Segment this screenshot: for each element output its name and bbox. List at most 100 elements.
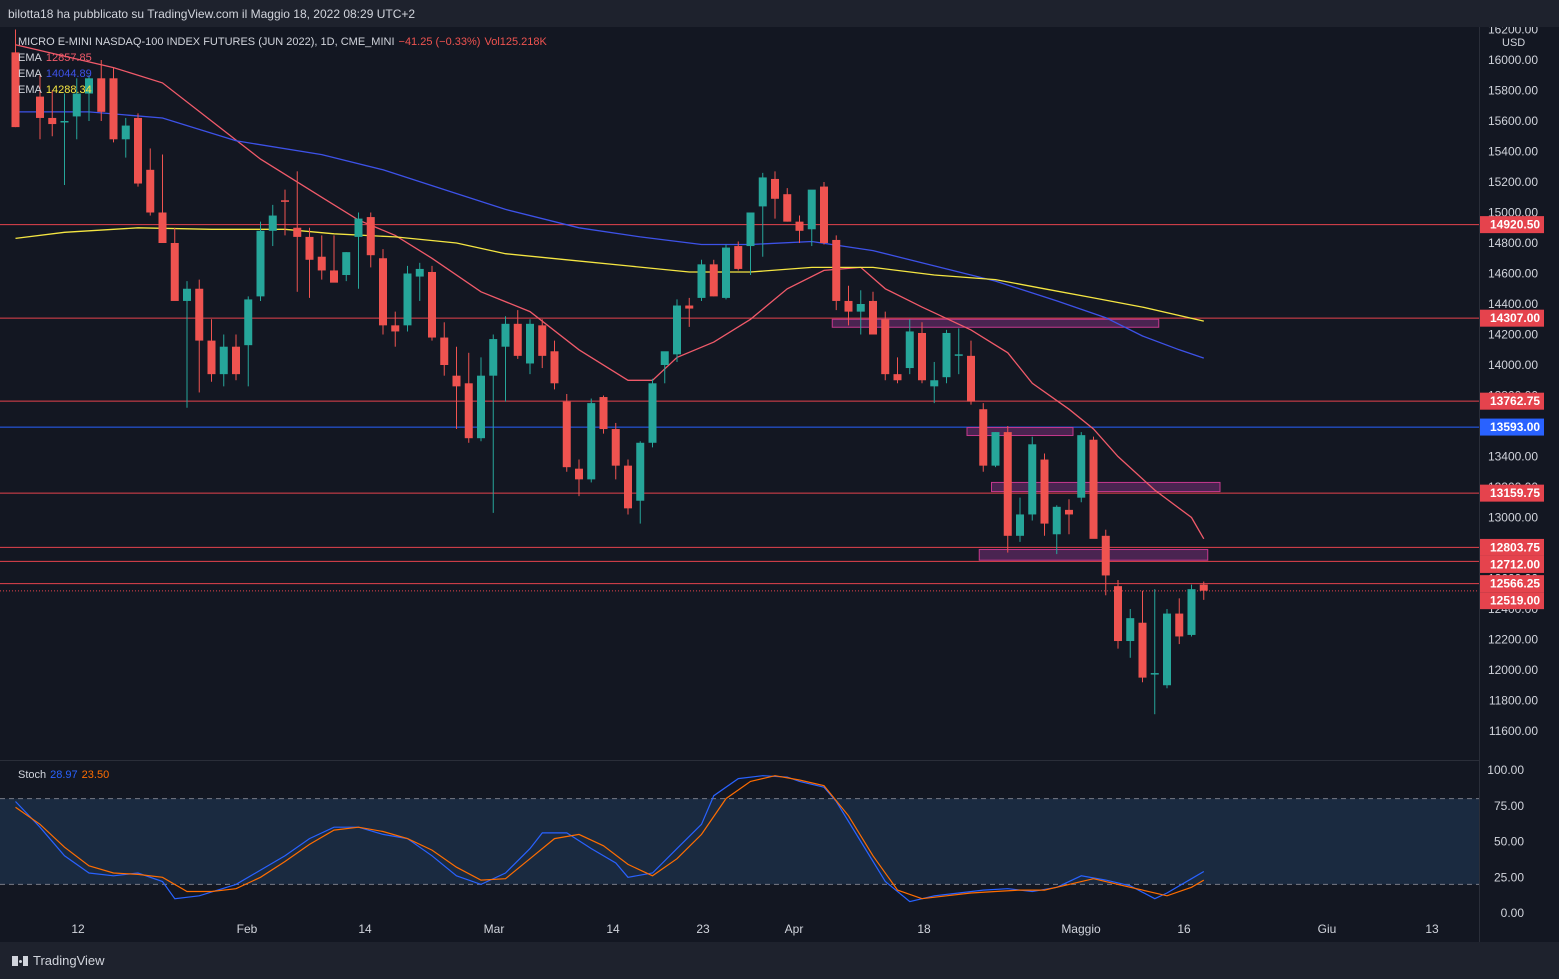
price-tick-label: 15400.00 (1488, 145, 1538, 159)
candle-body (305, 236, 314, 260)
candle-body (330, 270, 338, 283)
level-tag-text: 14307.00 (1490, 311, 1540, 325)
candle-body (893, 374, 902, 381)
candle-body (207, 340, 216, 375)
brand-label: TradingView (33, 953, 105, 968)
stoch-tick-label: 100.00 (1487, 763, 1524, 777)
candle-body (1101, 535, 1110, 576)
time-tick-label: 14 (606, 922, 620, 936)
time-tick-label: 23 (696, 922, 710, 936)
candle-body (85, 78, 93, 94)
level-tag (1480, 592, 1544, 610)
tradingview-logo-icon (12, 956, 28, 966)
volume-value: Vol125.218K (484, 36, 547, 48)
time-tick-label: 16 (1177, 922, 1191, 936)
candle-body (60, 121, 69, 123)
time-tick-label: Feb (237, 922, 258, 936)
time-tick-label: Maggio (1061, 922, 1101, 936)
candle-body (930, 380, 939, 387)
candle-body (734, 246, 743, 269)
candle-body (1089, 439, 1098, 539)
level-tag (1480, 418, 1544, 436)
supply-demand-zones (831, 318, 1221, 561)
candle-body (1016, 514, 1024, 536)
zone-rect (991, 481, 1221, 493)
level-tag (1480, 484, 1544, 502)
time-tick-label: 13 (1425, 922, 1439, 936)
price-tick-label: 14600.00 (1488, 267, 1538, 281)
candle-body (869, 300, 877, 335)
price-tick-label: 16200.00 (1488, 27, 1538, 37)
candle-body (501, 323, 510, 347)
candle-body (440, 337, 449, 365)
candle-body (464, 383, 473, 439)
ema1-label: EMA (18, 52, 42, 64)
stoch-k-value: 28.97 (50, 769, 78, 781)
candle-body (281, 200, 289, 202)
zone-rect (978, 549, 1209, 561)
time-tick-label: 14 (358, 922, 372, 936)
candle-body (1199, 584, 1208, 591)
candle-body (1126, 618, 1135, 642)
candle-body (146, 169, 155, 213)
candle-body (881, 319, 890, 375)
candle-body (722, 247, 730, 298)
candle-body (489, 339, 498, 376)
candle-body (795, 221, 804, 231)
price-tick-label: 13000.00 (1488, 511, 1538, 525)
time-tick-label: Apr (785, 922, 804, 936)
price-tick-label: 12000.00 (1488, 663, 1538, 677)
stoch-k-line (15, 775, 1205, 903)
candle-body (967, 355, 975, 402)
price-tick-label: 11800.00 (1489, 694, 1538, 708)
candle-body (709, 264, 718, 297)
price-tick-label: 13400.00 (1488, 450, 1538, 464)
stochastic-axis: 100.00 75.00 50.00 25.00 0.00 (1487, 763, 1524, 920)
candle-body (918, 332, 926, 381)
candle-body (121, 125, 130, 140)
stoch-d-value: 23.50 (81, 769, 110, 781)
price-tick-label: 15800.00 (1488, 84, 1538, 98)
price-change: −41.25 (−0.33%) (398, 36, 481, 48)
level-tag-text: 12803.75 (1490, 540, 1540, 554)
ema-line-2 (15, 111, 1205, 359)
price-tick-label: 14400.00 (1488, 297, 1538, 311)
ema-lines (15, 44, 1205, 540)
level-tag-text: 12566.25 (1490, 577, 1540, 591)
level-tag-text: 13762.75 (1490, 394, 1540, 408)
candle-body (379, 258, 387, 326)
price-tick-label: 16000.00 (1488, 53, 1538, 67)
candle-body (170, 243, 179, 301)
candles (11, 29, 1208, 715)
candle-body (905, 331, 914, 369)
candle-body (820, 186, 828, 243)
candle-body (942, 332, 951, 378)
candle-body (1077, 435, 1086, 498)
tradingview-brand[interactable]: TradingView (12, 953, 105, 968)
time-tick-label: Mar (484, 922, 505, 936)
candle-body (109, 78, 118, 140)
candle-body (636, 442, 645, 501)
stoch-tick-label: 0.00 (1501, 906, 1525, 920)
candle-body (673, 305, 681, 355)
price-tick-label: 14200.00 (1488, 328, 1538, 342)
candle-body (36, 96, 44, 118)
level-labels: 14920.50 14307.00 13762.75 13593.00 13159.75… (1480, 216, 1544, 610)
candle-body (1003, 432, 1012, 536)
stoch-band-fill (0, 798, 1479, 885)
candle-body (1114, 586, 1122, 642)
time-tick-label: Giu (1318, 922, 1337, 936)
candle-body (575, 468, 583, 480)
level-tag (1480, 309, 1544, 327)
candle-body (685, 305, 694, 309)
candle-body (195, 288, 204, 341)
ema3-value: 14288.34 (45, 84, 92, 96)
chart-area[interactable]: 16200.00 16000.00 15800.00 15600.00 15400.00… (0, 27, 1559, 942)
publish-note: bilotta18 ha pubblicato su TradingView.c… (8, 7, 416, 21)
candle-body (219, 346, 228, 375)
candle-body (856, 304, 865, 312)
candle-body (268, 215, 277, 231)
price-tick-label: 15200.00 (1488, 175, 1538, 189)
candle-body (403, 273, 412, 326)
candle-body (979, 409, 988, 466)
